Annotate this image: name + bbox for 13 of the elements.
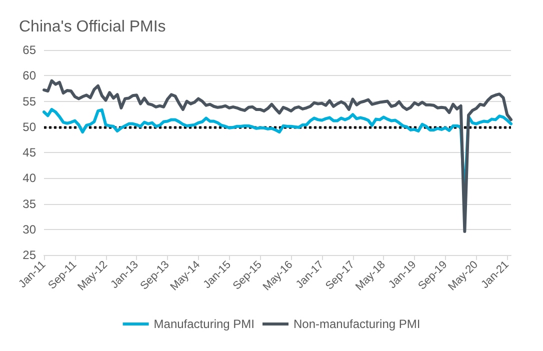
legend-label: Non-manufacturing PMI <box>293 317 420 331</box>
chart-title: China's Official PMIs <box>19 18 166 36</box>
y-tick-label: 40 <box>22 171 36 186</box>
y-tick-label: 50 <box>22 120 36 134</box>
y-tick-label: 25 <box>22 248 36 262</box>
y-tick-label: 45 <box>22 146 36 160</box>
y-tick-label: 30 <box>22 222 36 236</box>
line-series <box>42 79 512 233</box>
y-tick-label: 65 <box>22 43 36 57</box>
y-tick-label: 55 <box>22 94 36 108</box>
y-tick-label: 60 <box>22 68 36 83</box>
y-tick-label: 35 <box>22 196 36 211</box>
legend-label: Manufacturing PMI <box>154 317 255 331</box>
